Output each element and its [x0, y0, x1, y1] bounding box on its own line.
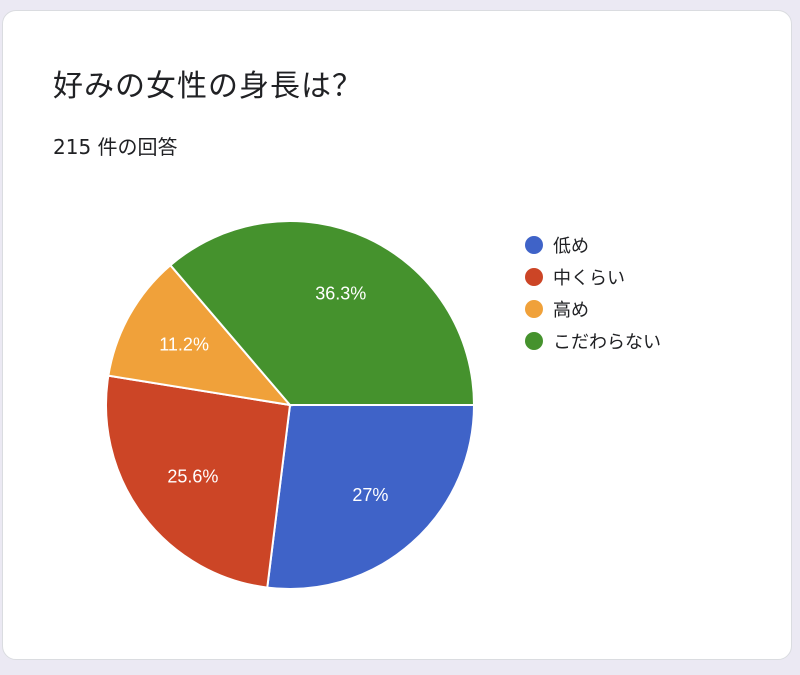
legend-swatch-low	[525, 236, 543, 254]
legend-item-no-preference[interactable]: こだわらない	[525, 325, 661, 357]
legend-label-tall: 高め	[553, 300, 589, 321]
response-summary-card: 好みの女性の身長は？ 215 件の回答 27% 25.6% 11.2% 36.3% 低…	[2, 10, 792, 660]
legend-label-low: 低め	[553, 236, 589, 257]
question-title: 好みの女性の身長は？	[53, 69, 363, 104]
response-count: 215 件の回答	[53, 135, 178, 159]
legend-item-tall[interactable]: 高め	[525, 293, 661, 325]
pie-chart: 27% 25.6% 11.2% 36.3%	[105, 220, 476, 590]
legend-label-no-preference: こだわらない	[553, 332, 661, 353]
pie-slice-no-preference[interactable]	[168, 220, 476, 406]
legend-swatch-no-preference	[525, 332, 543, 350]
pie-label-no-preference: 36.3%	[315, 283, 366, 303]
pie-label-medium: 25.6%	[167, 467, 218, 487]
pie-label-tall: 11.2%	[159, 334, 209, 354]
legend-item-low[interactable]: 低め	[525, 229, 661, 261]
legend-swatch-tall	[525, 300, 543, 318]
pie-label-low: 27%	[352, 485, 388, 505]
legend-label-medium: 中くらい	[553, 268, 625, 289]
chart-legend: 低め 中くらい 高め こだわらない	[525, 229, 661, 357]
legend-swatch-medium	[525, 268, 543, 286]
pie-slice-tall[interactable]	[107, 263, 293, 407]
pie-slice-low[interactable]	[266, 404, 476, 590]
legend-item-medium[interactable]: 中くらい	[525, 261, 661, 293]
pie-slice-medium[interactable]	[105, 374, 292, 589]
